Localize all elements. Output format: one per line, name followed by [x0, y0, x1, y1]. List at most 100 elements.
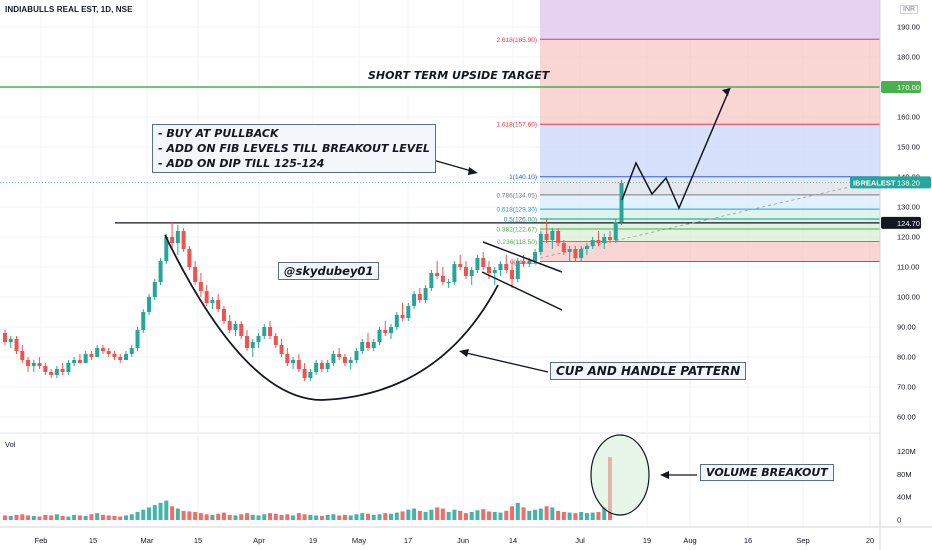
pattern-note[interactable]: CUP AND HANDLE PATTERN: [550, 362, 747, 380]
x-tick-label: Apr: [253, 536, 265, 545]
x-tick-label: 20: [866, 536, 874, 545]
volume-bar: [227, 514, 232, 520]
handle-upper-line: [482, 241, 563, 273]
volume-bar: [556, 510, 561, 520]
volume-bar: [187, 511, 192, 520]
fib-zone-extension: [540, 0, 880, 40]
candle-body: [66, 363, 71, 372]
candle-body: [423, 288, 428, 300]
candle-body: [31, 363, 36, 366]
candle-body: [164, 237, 169, 261]
volume-bar: [440, 508, 445, 520]
candle-body: [291, 360, 296, 363]
volume-breakout-note[interactable]: VOLUME BREAKOUT: [700, 464, 834, 481]
volume-bar: [325, 514, 330, 520]
volume-bar: [262, 514, 267, 520]
volume-bar: [26, 515, 31, 520]
time-axis[interactable]: Feb 15 Mar 15 Apr 19 May 17 Jun 14 Jul 19 Aug 16 Sep 20: [0, 526, 932, 545]
volume-bar: [77, 515, 82, 520]
volume-bar: [602, 507, 607, 520]
y-tick-label: 190.00: [897, 23, 920, 32]
volume-bar: [54, 514, 59, 520]
candle-body: [95, 348, 100, 357]
candle-body: [256, 336, 261, 342]
candle-body: [158, 261, 163, 282]
candle-body: [481, 258, 486, 267]
candle-body: [26, 360, 31, 366]
candle-body: [152, 282, 157, 297]
volume-bar: [100, 514, 105, 520]
buy-strategy-note[interactable]: - BUY AT PULLBACK - ADD ON FIB LEVELS TI…: [152, 124, 436, 173]
candle-body: [331, 354, 336, 363]
volume-bar: [123, 515, 128, 520]
fib-zone: [540, 176, 880, 195]
candle-body: [590, 240, 595, 246]
volume-tick-label: 80M: [897, 470, 912, 479]
author-handle-note[interactable]: @skydubey01: [278, 262, 380, 280]
candle-body: [250, 342, 255, 348]
x-tick-label: Mar: [141, 536, 154, 545]
volume-bar: [147, 507, 152, 520]
candle-body: [244, 336, 249, 348]
x-tick-label: Sep: [796, 536, 809, 545]
y-tick-label: 60.00: [897, 413, 916, 422]
volume-pane-label[interactable]: Vol: [5, 440, 16, 449]
buy-note-line-1: - BUY AT PULLBACK: [158, 127, 279, 140]
candle-body: [123, 354, 128, 360]
candle-body: [412, 294, 417, 306]
candle-body: [348, 360, 353, 363]
fib-zone: [540, 228, 880, 242]
candle-body: [89, 354, 94, 357]
fib-level-label: 0.5(126.00): [504, 217, 537, 224]
candle-body: [54, 369, 59, 375]
price-axis[interactable]: 60.00 70.00 80.00 90.00 100.00 110.00 120.00 13…: [850, 0, 931, 550]
volume-bar: [273, 513, 278, 520]
candle-body: [371, 342, 376, 348]
x-tick-label: 17: [404, 536, 412, 545]
volume-bar: [60, 516, 65, 520]
target-note[interactable]: SHORT TERM UPSIDE TARGET: [368, 69, 550, 82]
volume-bar: [550, 507, 555, 520]
volume-bar: [20, 514, 25, 520]
candle-body: [561, 243, 566, 252]
candle-body: [377, 330, 382, 342]
candle-body: [498, 264, 503, 270]
fib-level-label: 0.786(134.05): [497, 192, 537, 199]
candle-body: [60, 369, 65, 372]
candle-body: [400, 315, 405, 318]
volume-bar: [141, 509, 146, 520]
candle-body: [550, 231, 555, 240]
volume-bar: [66, 516, 71, 520]
last-price-tag: [850, 176, 931, 189]
volume-bar: [210, 514, 215, 520]
candle-body: [37, 363, 42, 366]
currency-badge[interactable]: INR: [900, 5, 919, 14]
y-tick-label: 110.00: [897, 263, 919, 272]
volume-bar: [377, 514, 382, 520]
volume-bar: [37, 516, 42, 520]
y-tick-label: 160.00: [897, 113, 920, 122]
candle-body: [486, 267, 491, 273]
volume-bar: [510, 506, 515, 520]
volume-bar: [95, 513, 100, 520]
candle-body: [319, 363, 324, 369]
candle-body: [492, 270, 497, 273]
candle-body: [613, 222, 618, 240]
candle-body: [544, 234, 549, 240]
candle-body: [273, 336, 278, 345]
projection-arrowhead: [722, 88, 730, 96]
candle-body: [469, 270, 474, 276]
volume-tick-label: 40M: [897, 493, 912, 502]
fib-level-label: 1.618(157.60): [497, 122, 537, 129]
candle-body: [619, 183, 624, 222]
fib-zone: [540, 219, 880, 229]
candle-body: [296, 360, 301, 369]
y-tick-label: 80.00: [897, 353, 916, 362]
fib-level-label: 2.618(185.90): [497, 37, 537, 44]
volume-bar: [89, 514, 94, 520]
volume-bar: [216, 513, 221, 520]
symbol-header[interactable]: INDIABULLS REAL EST, 1D, NSE: [5, 5, 133, 14]
breakout-price-tag: [881, 216, 921, 229]
candle-body: [77, 360, 82, 363]
